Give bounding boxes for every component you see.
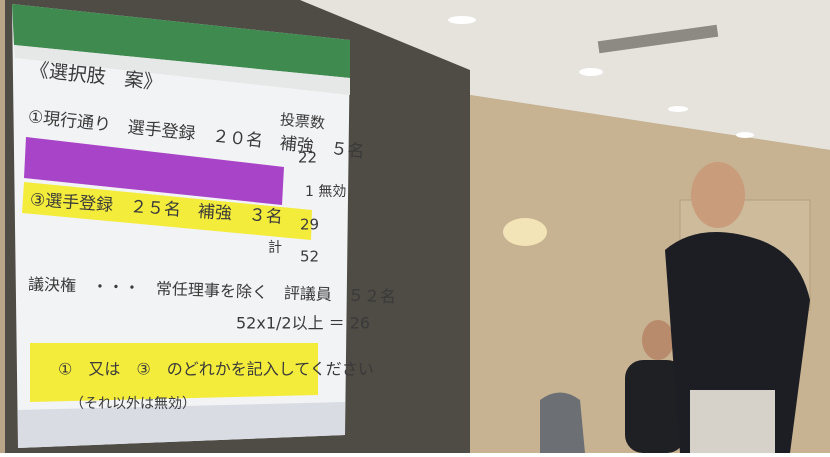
total-label: 計 <box>268 240 282 256</box>
seated-person-head <box>642 320 674 360</box>
wall-lamp <box>503 218 547 246</box>
chair <box>540 393 585 454</box>
ceiling-light <box>579 68 603 76</box>
instruction-text: ① 又は ③ のどれかを記入してください <box>58 360 374 379</box>
rule-text: 52x1/2以上 ＝ 26 <box>236 314 370 333</box>
invalid-count: 1 無効 <box>305 184 346 200</box>
total-count: 52 <box>300 248 319 266</box>
ceiling-light <box>448 16 476 24</box>
note-text: （それ以外は無効） <box>70 396 196 412</box>
ceiling-light <box>736 132 754 138</box>
vote-count: 22 <box>298 149 317 167</box>
standing-person-head <box>691 162 745 228</box>
ceiling-light <box>668 106 688 112</box>
photo: 《選択肢 案》 ①現行通り 選手登録 ２０名 補強 ５名 投票数 22 1 無効… <box>0 0 830 453</box>
trousers <box>690 390 775 453</box>
vote-count: 29 <box>300 216 319 234</box>
